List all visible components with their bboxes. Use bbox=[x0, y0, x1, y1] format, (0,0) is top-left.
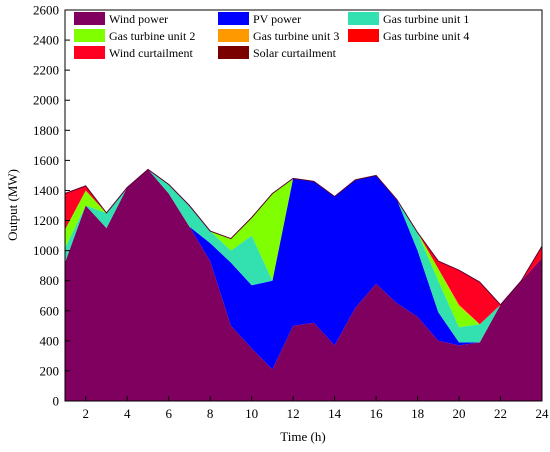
legend-swatch bbox=[348, 29, 379, 42]
y-tick-label: 2200 bbox=[33, 63, 59, 78]
x-tick-label: 16 bbox=[370, 406, 384, 421]
y-axis-label: Output (MW) bbox=[5, 169, 20, 241]
y-tick-label: 600 bbox=[40, 303, 60, 318]
legend-label: Wind power bbox=[109, 12, 168, 26]
legend-entry: Wind power bbox=[74, 12, 168, 26]
x-tick-label: 4 bbox=[124, 406, 131, 421]
x-tick-label: 20 bbox=[453, 406, 466, 421]
legend-label: Gas turbine unit 3 bbox=[253, 29, 339, 43]
x-axis-label: Time (h) bbox=[280, 429, 325, 444]
x-tick-label: 6 bbox=[165, 406, 172, 421]
area-gas-turbine-unit-1 bbox=[65, 169, 542, 343]
x-tick-label: 22 bbox=[494, 406, 507, 421]
x-tick-label: 10 bbox=[245, 406, 258, 421]
y-tick-label: 400 bbox=[40, 333, 60, 348]
x-tick-label: 18 bbox=[411, 406, 424, 421]
legend-label: Gas turbine unit 4 bbox=[383, 29, 469, 43]
legend-label: Solar curtailment bbox=[253, 46, 337, 60]
legend-swatch bbox=[74, 46, 105, 59]
legend-swatch bbox=[348, 12, 379, 25]
legend-label: Gas turbine unit 2 bbox=[109, 29, 195, 43]
legend-entry: Gas turbine unit 3 bbox=[218, 29, 339, 43]
legend-swatch bbox=[74, 12, 105, 25]
legend-entry: Wind curtailment bbox=[74, 46, 193, 60]
areas-layer bbox=[64, 168, 543, 401]
legend-swatch bbox=[218, 12, 249, 25]
x-tick-label: 14 bbox=[328, 406, 342, 421]
legend-entry: Gas turbine unit 2 bbox=[74, 29, 195, 43]
y-axis: 0 200 400 600 800 1000 1200 1400 1600 1800 2000 220… bbox=[33, 3, 70, 409]
y-tick-label: 800 bbox=[40, 273, 60, 288]
legend-entry: PV power bbox=[218, 12, 301, 26]
y-tick-label: 0 bbox=[53, 394, 60, 409]
legend-entry: Gas turbine unit 4 bbox=[348, 29, 469, 43]
y-tick-label: 1400 bbox=[33, 183, 59, 198]
x-tick-label: 24 bbox=[536, 406, 550, 421]
y-tick-label: 1800 bbox=[33, 123, 59, 138]
x-tick-label: 12 bbox=[287, 406, 300, 421]
legend-label: PV power bbox=[253, 12, 301, 26]
area-pv-power bbox=[65, 169, 542, 370]
area-wind-curtailment bbox=[65, 169, 542, 325]
legend-swatch bbox=[218, 29, 249, 42]
x-axis: 2 4 6 8 10 12 14 16 18 20 22 24 bbox=[82, 396, 549, 421]
x-tick-label: 8 bbox=[207, 406, 214, 421]
legend-label: Wind curtailment bbox=[109, 46, 193, 60]
plot-frame bbox=[64, 9, 543, 402]
area-wind-power bbox=[65, 169, 542, 401]
y-tick-label: 2600 bbox=[33, 3, 59, 18]
legend-entry: Gas turbine unit 1 bbox=[348, 12, 469, 26]
y-tick-label: 1600 bbox=[33, 153, 59, 168]
x-tick-label: 2 bbox=[82, 406, 89, 421]
y-tick-label: 2000 bbox=[33, 93, 59, 108]
y-tick-label: 200 bbox=[40, 363, 60, 378]
legend-entry: Solar curtailment bbox=[218, 46, 337, 60]
legend: Wind power PV power Gas turbine unit 1 Gas … bbox=[74, 12, 469, 60]
legend-swatch bbox=[74, 29, 105, 42]
legend-label: Gas turbine unit 1 bbox=[383, 12, 469, 26]
legend-swatch bbox=[218, 46, 249, 59]
y-tick-label: 2400 bbox=[33, 33, 59, 48]
y-tick-label: 1000 bbox=[33, 243, 59, 258]
total-outline bbox=[64, 168, 543, 306]
y-tick-label: 1200 bbox=[33, 213, 59, 228]
